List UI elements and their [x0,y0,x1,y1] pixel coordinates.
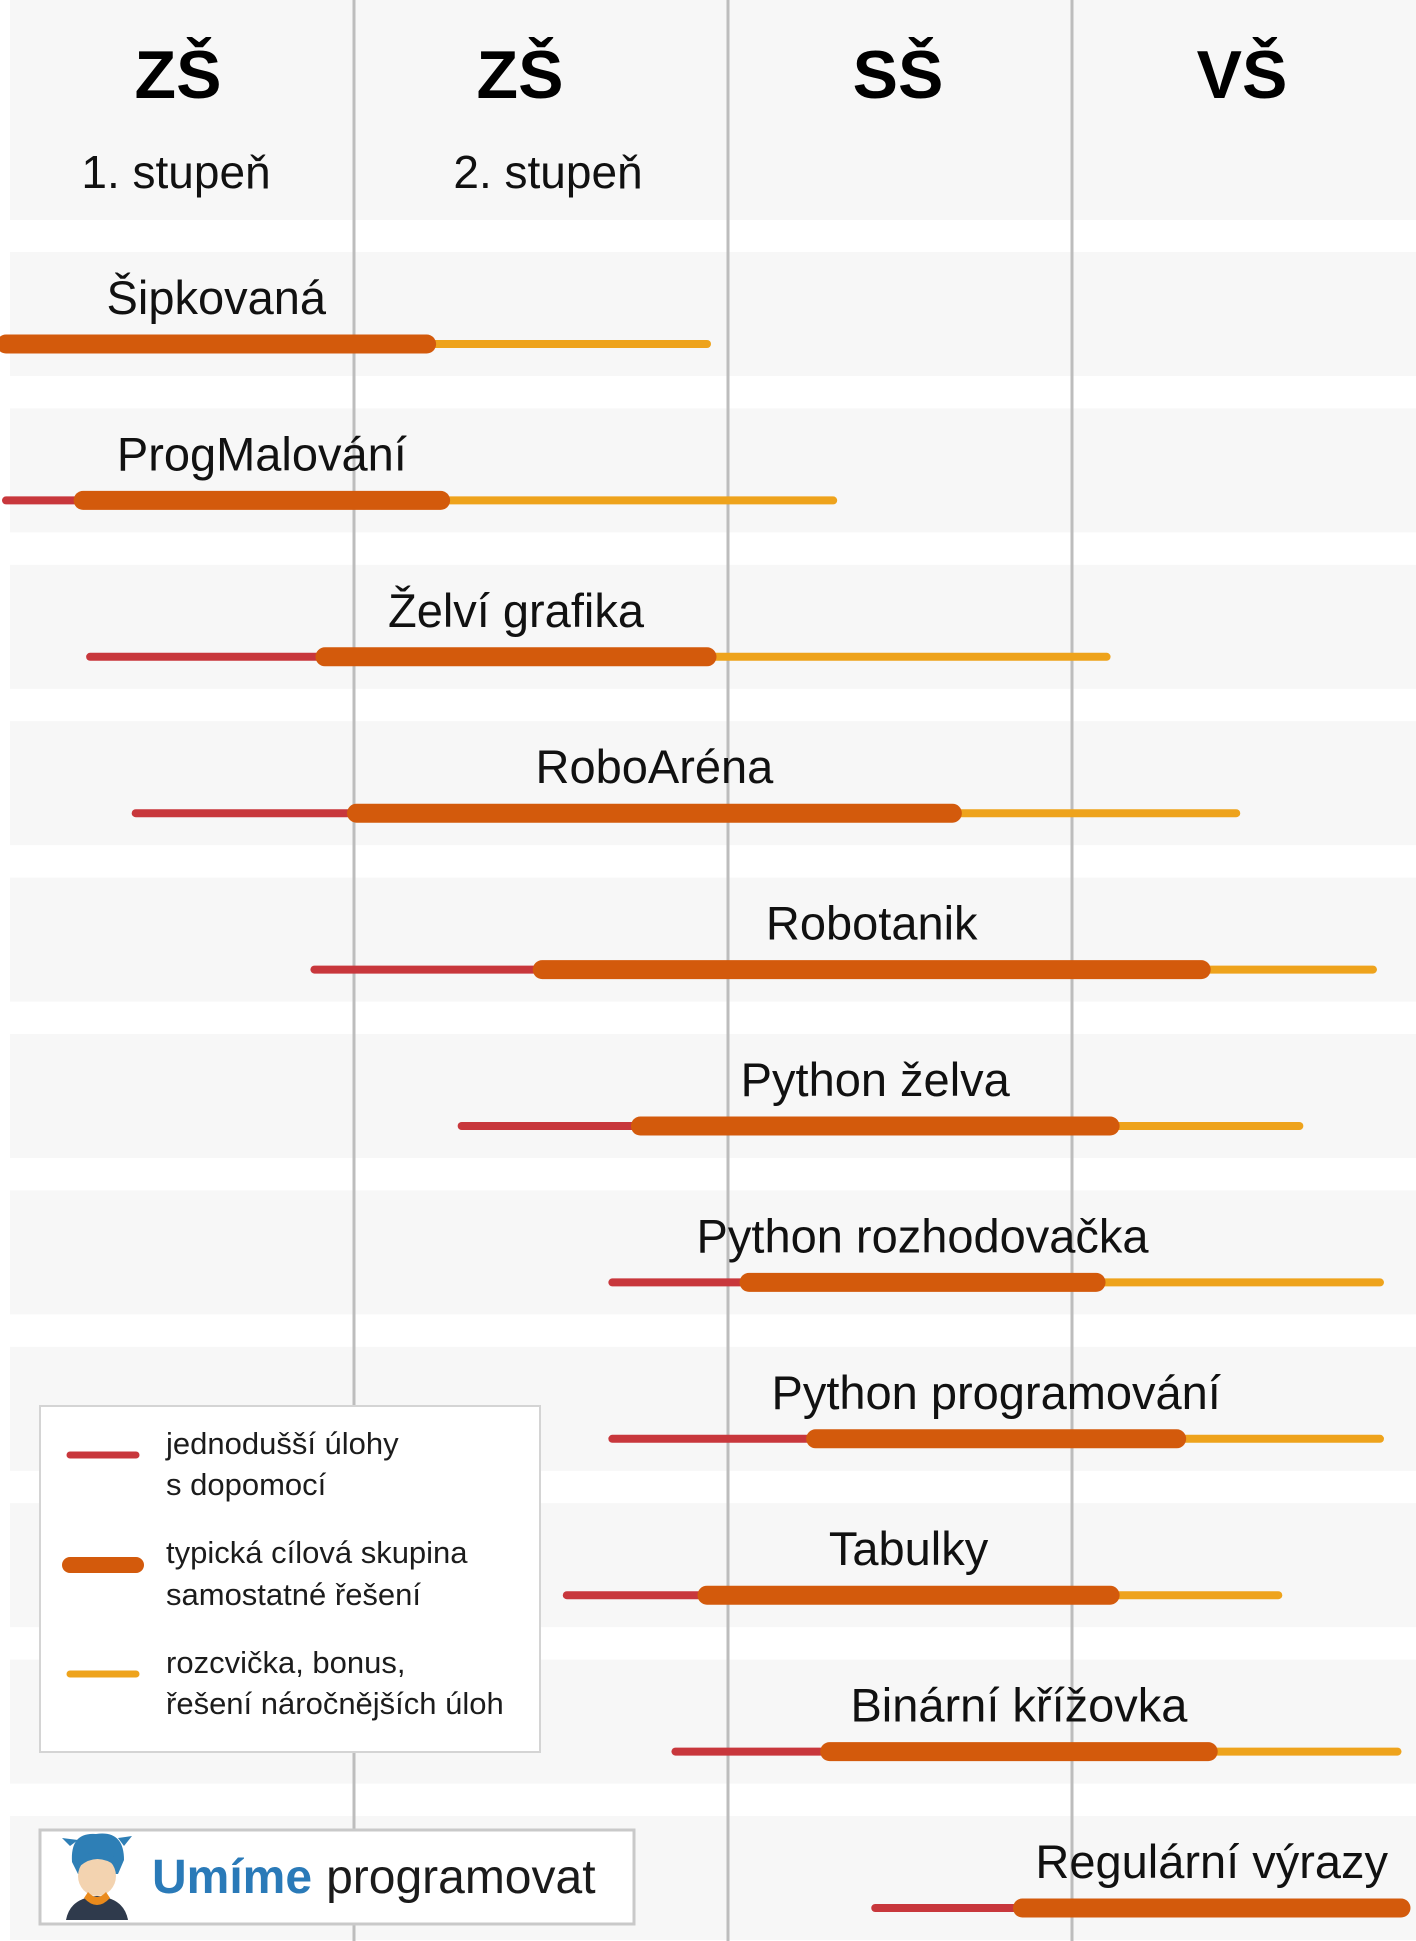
app-name-label: Python programování [771,1366,1220,1419]
row-band [10,721,1416,846]
mascot-icon [62,1833,132,1920]
row-band [10,564,1416,689]
app-name-label: Regulární výrazy [1035,1835,1388,1888]
app-name-label: Python želva [741,1053,1011,1106]
app-name-label: ProgMalování [117,427,407,480]
app-row: Python želva [457,1053,1304,1136]
app-row: Robotanik [310,897,1377,980]
row-band [10,408,1416,533]
row-band [10,252,1416,376]
app-row: Python programování [608,1366,1384,1449]
app-row: ProgMalování [2,427,838,510]
brand-label: Umíme programovat [152,1851,596,1904]
header-band [10,0,1416,220]
app-name-label: Tabulky [829,1522,989,1575]
app-row: Binární křížovka [671,1679,1402,1762]
legend-label-bonus-1: rozcvička, bonus, [166,1645,406,1680]
legend-label-easy-1: jednodušší úlohy [165,1426,399,1461]
brand-frame [38,1828,636,1926]
app-row: Šipkovaná [0,271,711,354]
legend-box [39,1405,541,1753]
brand-part-1: Umíme [152,1851,312,1904]
legend-label-bonus-2: řešení náročnějších úloh [166,1686,504,1721]
level-label: SŠ [853,36,944,113]
legend-label-easy-2: s dopomocí [166,1467,327,1502]
legend-label-typical-2: samostatné řešení [166,1577,421,1612]
level-label: ZŠ [135,36,222,113]
app-name-label: Robotanik [766,897,978,950]
app-row: Python rozhodovačka [608,1209,1384,1292]
app-row: Regulární výrazy [871,1835,1411,1918]
app-name-label: Binární křížovka [850,1679,1188,1732]
level-sublabel: 2. stupeň [453,146,642,198]
brand-box[interactable]: Umíme programovat [38,1828,636,1926]
app-row: Tabulky [562,1522,1283,1605]
level-label: VŠ [1197,36,1288,113]
level-label: ZŠ [477,36,564,113]
chart-legend: jednodušší úlohy s dopomocí typická cílo… [39,1405,541,1753]
app-row: RoboAréna [131,740,1241,823]
level-sublabel: 1. stupeň [81,146,270,198]
app-name-label: Šipkovaná [107,271,327,324]
row-band [10,1034,1416,1158]
legend-label-typical-1: typická cílová skupina [166,1535,468,1570]
row-band [10,1190,1416,1315]
row-band [10,877,1416,1002]
app-row: Želví grafika [86,584,1111,667]
app-name-label: RoboAréna [536,740,775,793]
brand-part-2: programovat [326,1851,595,1904]
app-name-label: Python rozhodovačka [697,1209,1150,1262]
app-name-label: Želví grafika [388,584,645,637]
